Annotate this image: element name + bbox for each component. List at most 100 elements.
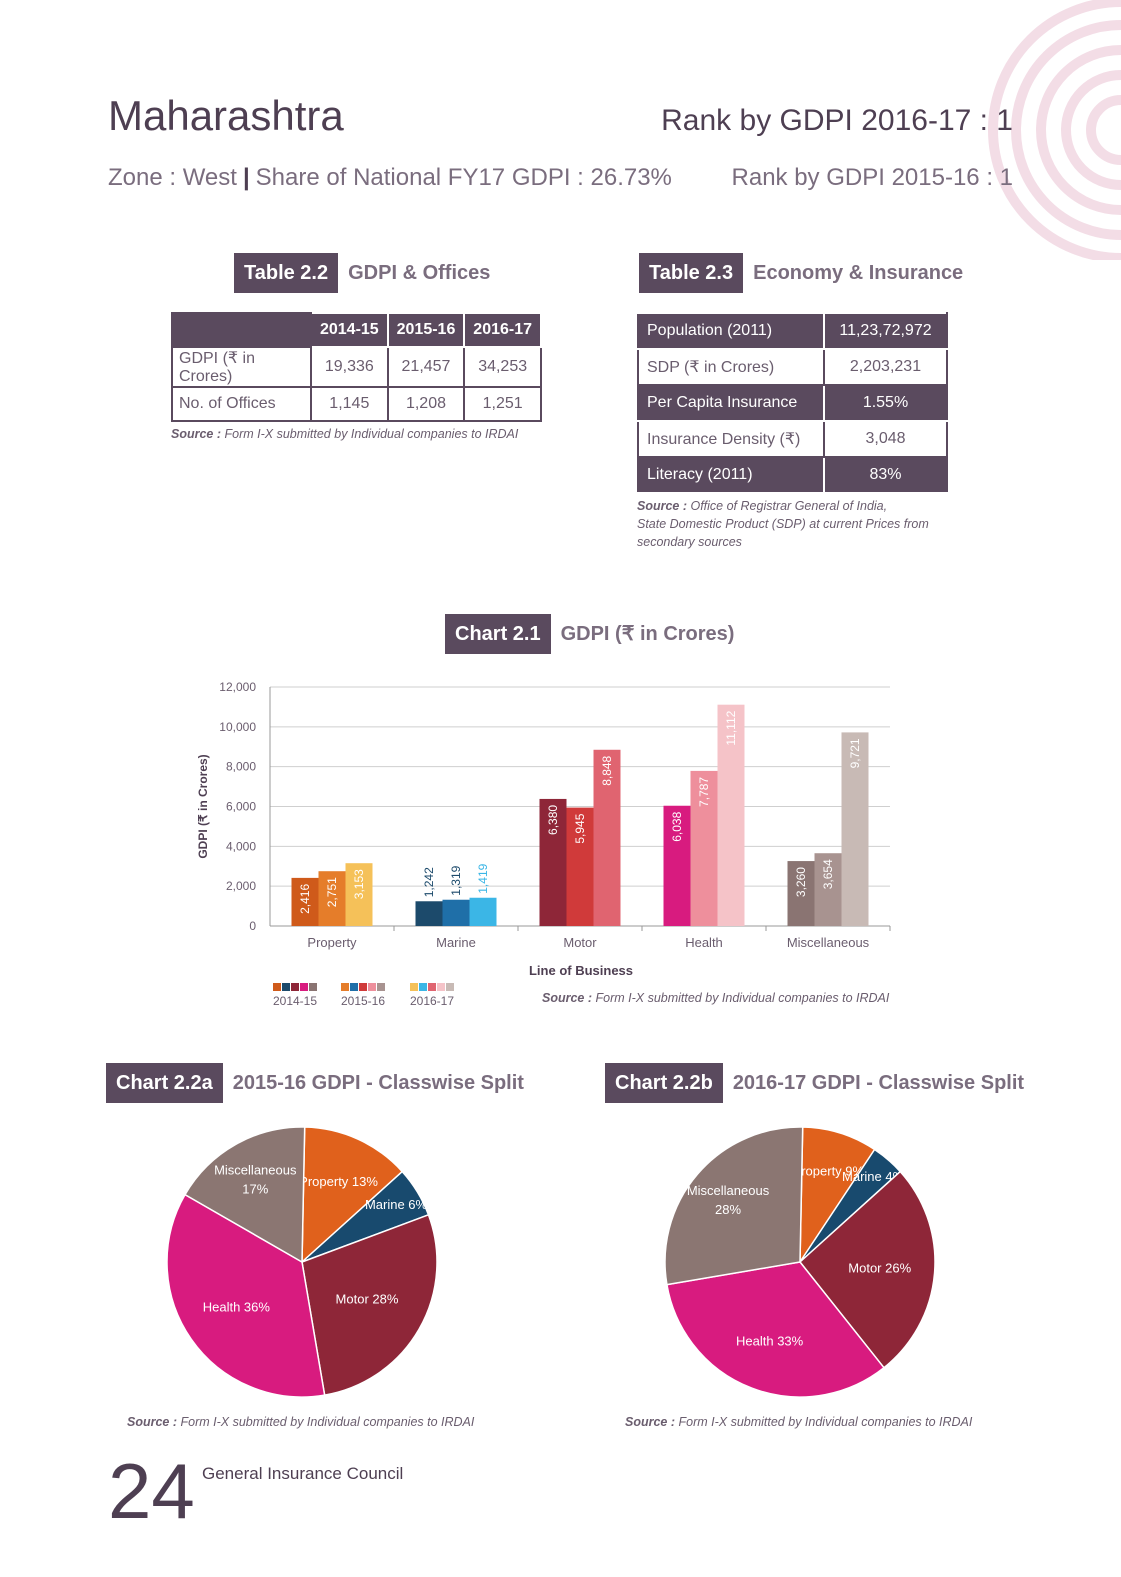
rank-previous: Rank by GDPI 2015-16 : 1 [731,164,1013,191]
legend-item-2016-17: 2016-17 [407,983,457,1008]
table-2-2-source: Source : Form I-X submitted by Individua… [171,427,518,441]
table-cell: 1,251 [463,386,542,422]
bar [318,871,346,926]
table-row: Per Capita Insurance 1.55% [637,384,948,422]
chart-2-1-tag: Chart 2.1 [445,614,551,654]
pie-slice [664,1126,804,1286]
bar-value-label: 1,419 [476,863,490,893]
page-number: 24 [108,1447,195,1535]
chart-2-2a-source: Source : Form I-X submitted by Individua… [127,1415,474,1429]
publisher-name: General Insurance Council [202,1464,404,1483]
table-2-3-heading: Table 2.3 Economy & Insurance [639,253,963,293]
pie-slice-label: Miscellaneous [687,1183,770,1198]
pie-slice-label: Marine 6% [365,1197,428,1212]
pie-slice [183,1126,306,1264]
y-tick-label: 0 [249,919,256,933]
bar-value-label: 3,654 [821,859,835,889]
table-cell: 19,336 [310,346,389,388]
y-tick-label: 4,000 [226,839,256,853]
table-row: Literacy (2011) 83% [637,456,948,494]
source-line-3: secondary sources [637,535,742,549]
table-header-row: 2014-15 2015-16 2016-17 [171,312,542,348]
chart-2-2b-source: Source : Form I-X submitted by Individua… [625,1415,972,1429]
economy-insurance-table: Population (2011) 11,23,72,972 SDP (₹ in… [637,312,948,494]
bar [345,863,373,926]
row-label: Insurance Density (₹) [637,420,825,458]
row-label: Population (2011) [637,312,825,350]
source-label: Source : [127,1415,178,1429]
pie-slice [301,1213,438,1396]
state-title: Maharashtra [108,92,344,139]
bar-value-label: 1,242 [422,867,436,897]
zone-line: Zone : West | Share of National FY17 GDPI … [108,164,672,192]
chart-2-2b-tag: Chart 2.2b [605,1063,723,1103]
pie-slice-label: Health 36% [203,1300,271,1315]
table-cell: 1,208 [386,386,466,422]
table-2-3-title: Economy & Insurance [753,262,964,284]
source-text: Office of Registrar General of India, [687,499,888,513]
bar [787,861,815,926]
pie-chart-2015-16: Property 13% Marine 6% Motor 28% Health 36%… [166,1126,438,1398]
y-tick-label: 12,000 [219,680,256,694]
x-tick-label: Marine [436,935,476,950]
bar-value-label: 8,848 [600,755,614,785]
bar-value-label: 3,153 [352,869,366,899]
source-text: Form I-X submitted by Individual compani… [675,1415,973,1429]
source-label: Source : [542,991,593,1005]
y-tick-label: 8,000 [226,760,256,774]
table-2-2-title: GDPI & Offices [348,262,491,284]
bar [663,805,691,926]
chart-2-2a-title: 2015-16 GDPI - Classwise Split [232,1072,524,1094]
chart-2-2a-heading: Chart 2.2a 2015-16 GDPI - Classwise Split [106,1063,524,1103]
source-line-1: Source : Office of Registrar General of … [637,497,929,515]
bar [442,899,470,926]
col-2016-17: 2016-17 [463,312,542,348]
bar [593,749,621,926]
chart-2-2a-tag: Chart 2.2a [106,1063,223,1103]
bar [539,798,567,926]
separator: | [242,164,250,191]
pie-slice-label: 17% [242,1181,268,1196]
bar [690,770,718,926]
bar [469,897,497,926]
y-tick-label: 2,000 [226,879,256,893]
x-tick-label: Miscellaneous [787,935,870,950]
x-axis-label: Line of Business [529,963,633,978]
y-tick-label: 6,000 [226,800,256,814]
bar [841,732,869,926]
pie-slice-label: Health 33% [736,1333,804,1348]
bar [291,877,319,926]
bar-value-label: 9,721 [848,738,862,768]
bar [566,807,594,926]
bar [717,704,745,926]
table-2-2-tag: Table 2.2 [234,253,339,293]
source-label: Source : [637,499,688,513]
bar-value-label: 3,260 [794,867,808,897]
bar-value-label: 2,751 [325,877,339,907]
table-row: Insurance Density (₹) 3,048 [637,420,948,458]
row-label: No. of Offices [171,386,312,422]
row-value: 2,203,231 [823,348,948,386]
legend-item-2015-16: 2015-16 [338,983,388,1008]
row-label: GDPI (₹ in Crores) [171,346,312,388]
pie-slice [166,1193,326,1398]
legend-swatches [270,983,320,991]
row-label: SDP (₹ in Crores) [637,348,825,386]
table-cell: 34,253 [463,346,542,388]
bar-value-label: 2,416 [298,884,312,914]
x-tick-label: Health [685,935,723,950]
share-text: Share of National FY17 GDPI : 26.73% [255,164,672,191]
row-value: 1.55% [823,384,948,422]
legend-swatches [407,983,457,991]
legend-label: 2014-15 [272,994,318,1008]
pie-slice-label: 28% [715,1202,741,1217]
pie-slice [798,1170,936,1369]
source-label: Source : [171,427,222,441]
row-label: Literacy (2011) [637,456,825,494]
table-2-3-tag: Table 2.3 [639,253,744,293]
blank-header [171,312,312,348]
pie-slice-label: Motor 26% [848,1261,911,1276]
x-tick-label: Property [307,935,357,950]
pie-slice [666,1261,886,1398]
pie-slice [301,1126,404,1264]
